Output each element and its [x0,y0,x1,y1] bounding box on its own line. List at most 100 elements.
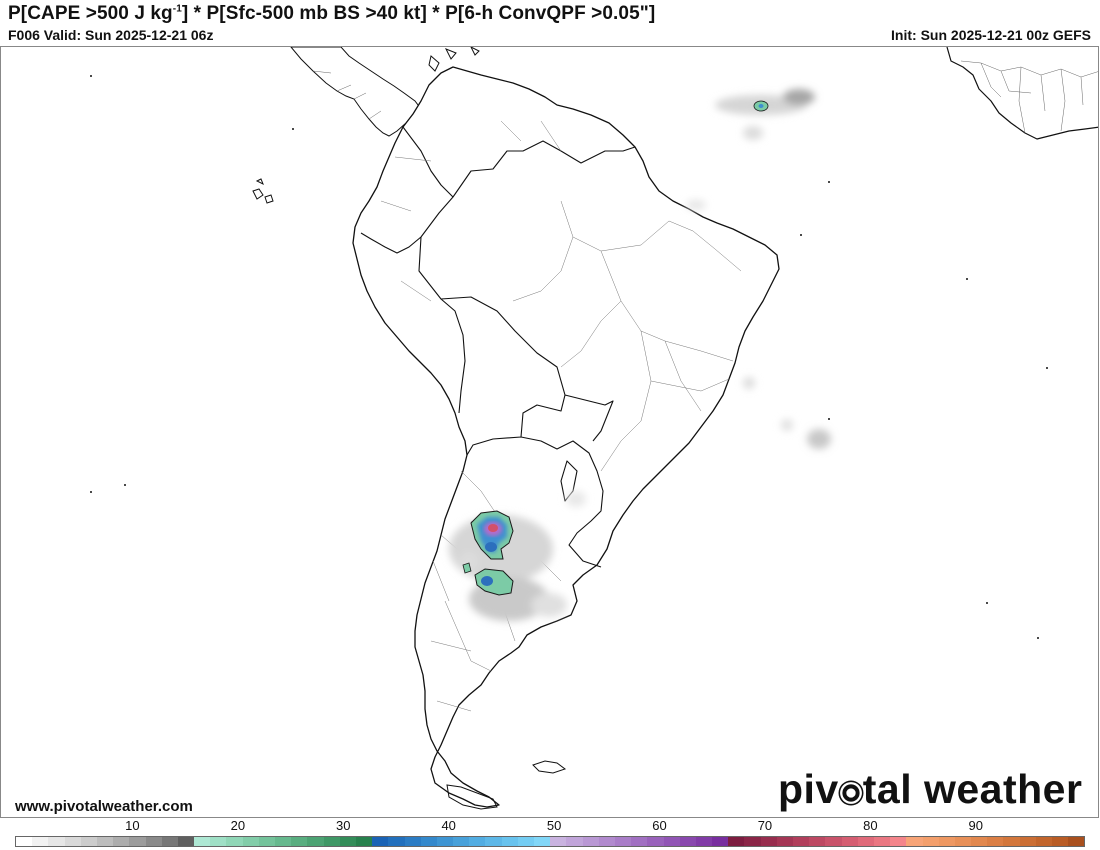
colorbar-cell [145,837,162,846]
logo-text-end: tal weather [862,766,1083,812]
colorbar-tick-label: 10 [125,818,140,833]
colorbar-cell [841,837,858,846]
colorbar-cell [113,837,130,846]
colorbar-cell [1052,837,1069,846]
colorbar-cell [922,837,939,846]
central-argentina-probability-cluster [462,562,514,596]
colorbar-cell [275,837,292,846]
valid-time-label: F006 Valid: Sun 2025-12-21 06z [8,27,214,43]
colorbar-cell [194,837,211,846]
colorbar-cell [938,837,955,846]
galapagos-islands [252,178,274,204]
colorbar-tick-label: 50 [546,818,562,833]
west-africa-borders [960,60,1098,134]
website-url: www.pivotalweather.com [15,798,193,815]
atlantic-probability-cluster [753,100,769,112]
colorbar-cell [760,837,777,846]
colorbar-cell [647,837,664,846]
colorbar-cell [857,837,874,846]
pivotal-weather-logo: piv tal weather [778,766,1082,813]
colorbar-tick-label: 40 [441,818,456,833]
ocean-island-markers [90,75,1048,639]
gear-icon [842,784,860,802]
colorbar-cell [307,837,324,846]
colorbar-cell [566,837,583,846]
caribbean-islands [428,47,480,72]
colorbar [15,836,1085,847]
central-america-landmass [290,47,422,137]
colorbar-cell [890,837,907,846]
colorbar-cell [598,837,615,846]
colorbar-cell [1019,837,1036,846]
colorbar-cell [906,837,923,846]
colorbar-cell [534,837,551,846]
colorbar-cell [291,837,308,846]
map-panel[interactable] [0,46,1099,818]
colorbar-cell [987,837,1004,846]
colorbar-cell [582,837,599,846]
colorbar-tick-label: 80 [863,818,878,833]
national-borders [360,126,636,568]
chart-title: P[CAPE >500 J kg-1] * P[Sfc-500 mb BS >4… [8,3,655,25]
west-africa-landmass [946,47,1098,140]
colorbar-cell [453,837,470,846]
colorbar-cell [873,837,891,846]
north-argentina-probability-cluster [470,510,514,560]
colorbar-cell [226,837,243,846]
title-part1: P[CAPE >500 J kg [8,3,173,24]
colorbar-cell [129,837,146,846]
colorbar-cell [210,837,227,846]
colorbar-cell [323,837,340,846]
falkland-islands [532,760,567,774]
colorbar-cell [971,837,988,846]
map-canvas[interactable] [1,47,1099,818]
colorbar-cell [809,837,826,846]
colorbar-cell [355,837,373,846]
colorbar-cell [339,837,356,846]
colorbar-cell [258,837,275,846]
colorbar-cell [436,837,454,846]
colorbar-cell [501,837,518,846]
colorbar-cell [404,837,421,846]
colorbar-cell [679,837,696,846]
colorbar-labels: 10 20 30 40 50 60 70 80 90 [0,818,1100,834]
south-america-landmass [352,66,780,808]
colorbar-tick-label: 70 [757,818,773,833]
colorbar-cell [793,837,810,846]
colorbar-cell [80,837,97,846]
colorbar-cell [728,837,745,846]
colorbar-cell [695,837,713,846]
central-america-borders [312,70,382,120]
init-time-label: Init: Sun 2025-12-21 00z GEFS [891,27,1091,43]
colorbar-tick-label: 60 [652,818,667,833]
colorbar-cell [161,837,178,846]
colorbar-cell [388,837,405,846]
colorbar-cell [32,837,49,846]
colorbar-cell [776,837,793,846]
title-superscript: -1 [172,3,182,15]
colorbar-cell [48,837,65,846]
colorbar-tick-label: 90 [968,818,983,833]
colorbar-cell [954,837,972,846]
colorbar-cell [1068,837,1085,846]
colorbar-cell [1035,837,1052,846]
colorbar-cell [631,837,648,846]
colorbar-cell [614,837,632,846]
colorbar-cell [485,837,502,846]
colorbar-cell [64,837,81,846]
colorbar-cell [372,837,389,846]
tierra-del-fuego [446,784,498,810]
colorbar-cell [550,837,567,846]
title-part2: ] * P[Sfc-500 mb BS >40 kt] * P[6-h Conv… [181,3,656,24]
colorbar-cell [744,837,761,846]
colorbar-cell [177,837,195,846]
colorbar-cell [96,837,114,846]
colorbar-cell [469,837,486,846]
colorbar-cell [663,837,680,846]
colorbar-cell [420,837,437,846]
colorbar-cell [712,837,729,846]
colorbar-tick-label: 30 [336,818,351,833]
colorbar-cell [1003,837,1020,846]
colorbar-cell [242,837,259,846]
colorbar-cell [517,837,534,846]
